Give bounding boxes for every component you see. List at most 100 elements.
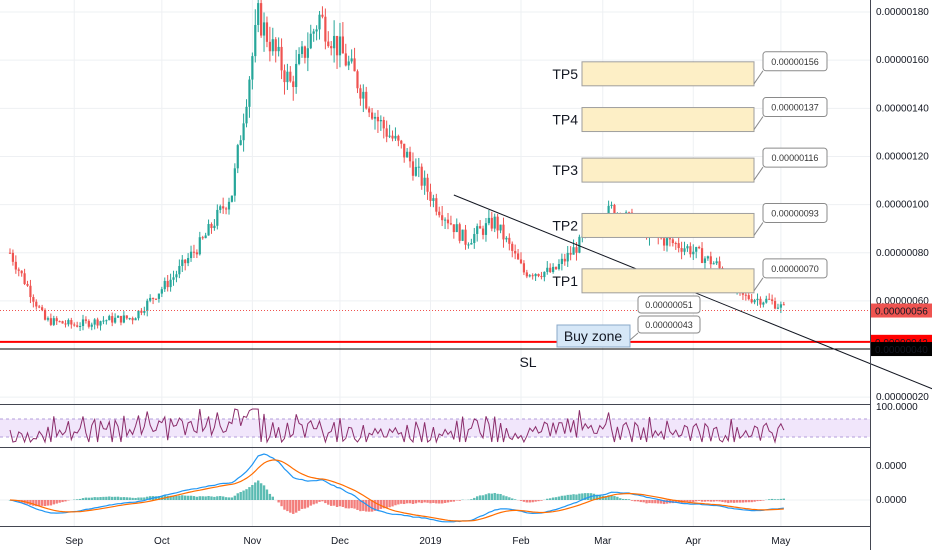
candle-body <box>55 318 58 322</box>
candle-body <box>87 320 90 327</box>
candle-body <box>350 58 353 62</box>
candle-body <box>768 298 771 300</box>
macd-histogram-bar <box>654 500 657 504</box>
macd-histogram-bar <box>146 496 149 500</box>
candle-body <box>408 151 412 162</box>
candle-body <box>449 223 453 225</box>
candle-body <box>330 46 333 49</box>
macd-histogram-bar <box>616 496 619 500</box>
macd-histogram-bar <box>732 500 736 503</box>
price-tick-label: 0.00000140 <box>876 103 929 114</box>
macd-histogram-bar <box>695 500 698 502</box>
macd-histogram-bar <box>446 500 450 503</box>
candle-body <box>376 116 380 122</box>
macd-histogram-bar <box>330 500 333 506</box>
candle-body <box>554 266 558 270</box>
macd-histogram-bar <box>175 495 178 500</box>
candle-body <box>496 216 499 231</box>
macd-histogram-bar <box>87 497 91 500</box>
macd-histogram-bar <box>119 497 123 500</box>
macd-histogram-bar <box>297 500 301 511</box>
candle-body <box>362 91 365 99</box>
candle-body <box>703 258 707 263</box>
candle-body <box>20 270 23 274</box>
macd-histogram-bar <box>592 493 596 500</box>
candle-body <box>280 46 283 71</box>
macd-histogram-bar <box>759 500 762 501</box>
macd-histogram-bar <box>499 494 502 500</box>
candle-body <box>686 246 689 249</box>
candle-body <box>356 71 359 89</box>
tp-callout-pointer <box>753 277 764 292</box>
trade-setup-overlay: SL TP5 0.00000156 TP4 0.00000137 TP3 0.0000011… <box>0 51 932 390</box>
macd-histogram-bar <box>134 497 137 500</box>
candle-body <box>452 224 455 233</box>
macd-histogram-bar <box>411 500 415 504</box>
candle-body <box>525 272 528 277</box>
macd-histogram-bar <box>642 500 645 503</box>
candle-body <box>613 204 616 218</box>
candle-body <box>522 263 526 273</box>
macd-histogram-bar <box>604 496 607 500</box>
candle-body <box>464 229 467 245</box>
candle-body <box>23 273 26 284</box>
macd-histogram-bar <box>324 500 327 504</box>
macd-histogram-bar <box>773 499 777 500</box>
tp-label: TP3 <box>552 162 578 178</box>
macd-histogram-bar <box>738 500 742 503</box>
candle-body <box>531 275 534 277</box>
tp-value: 0.00000070 <box>771 264 819 274</box>
candle-body <box>76 325 79 327</box>
candle-body <box>493 216 496 229</box>
candle-body <box>540 276 543 278</box>
macd-histogram-bar <box>35 500 38 507</box>
macd-histogram-bar <box>239 491 242 500</box>
macd-histogram-bar <box>505 496 508 500</box>
macd-histogram-bar <box>636 500 639 502</box>
candle-body <box>29 285 32 298</box>
macd-histogram-bar <box>245 489 248 500</box>
macd-histogram-bar <box>227 497 231 500</box>
candlestick-series <box>8 0 785 331</box>
candle-body <box>49 318 52 325</box>
macd-histogram-bar <box>230 497 234 500</box>
macd-histogram-bar <box>216 496 219 500</box>
tp-box <box>581 157 755 183</box>
candle-body <box>549 267 552 272</box>
candle-body <box>511 243 514 251</box>
candle-body <box>385 128 388 137</box>
buy-zone-high: 0.00000051 <box>645 300 693 310</box>
candle-body <box>706 256 709 259</box>
candle-body <box>406 151 409 158</box>
candle-body <box>295 63 298 88</box>
macd-histogram-bar <box>178 495 181 500</box>
macd-histogram-bar <box>426 500 429 503</box>
macd-histogram-bar <box>657 500 660 504</box>
macd-histogram-bar <box>277 500 280 503</box>
candle-body <box>300 46 304 55</box>
macd-histogram-bar <box>756 500 759 502</box>
macd-histogram-bar <box>715 500 718 502</box>
macd-histogram-bar <box>300 500 304 509</box>
candle-body <box>309 33 312 49</box>
candle-body <box>420 166 423 186</box>
candle-body <box>668 238 672 240</box>
macd-tick-label: 0.0000 <box>876 461 907 472</box>
candle-body <box>700 248 704 263</box>
candle-body <box>695 247 698 252</box>
candle-body <box>108 316 111 321</box>
macd-histogram-bar <box>750 500 753 503</box>
candle-body <box>111 316 114 323</box>
candle-body <box>219 206 222 210</box>
macd-histogram-bar <box>362 500 365 511</box>
macd-histogram-bar <box>697 500 701 501</box>
macd-histogram-bar <box>414 500 418 504</box>
macd-histogram-bar <box>557 496 561 500</box>
macd-histogram-bar <box>81 498 85 500</box>
candle-body <box>382 119 385 129</box>
tp-callout <box>762 202 828 223</box>
macd-histogram-bar <box>335 500 339 507</box>
macd-histogram-bar <box>43 500 47 507</box>
candle-body <box>683 248 686 252</box>
candle-body <box>429 191 432 201</box>
